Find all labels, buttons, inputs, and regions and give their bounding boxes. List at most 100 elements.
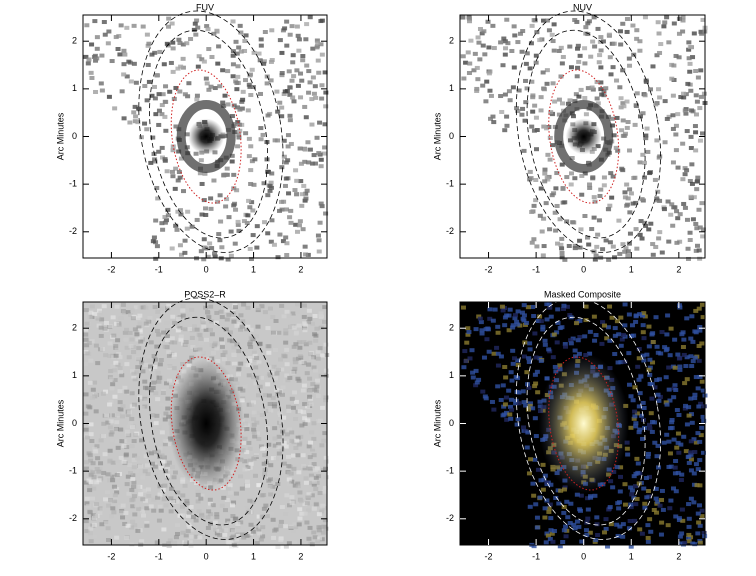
noise-pixel	[199, 181, 205, 186]
noise-pixel	[133, 80, 139, 85]
x-tick-label: 0	[581, 551, 586, 561]
noise-pixel	[258, 137, 264, 142]
noise-pixel	[635, 364, 641, 369]
noise-pixel	[631, 416, 637, 421]
noise-pixel	[475, 35, 481, 40]
noise-pixel	[686, 524, 692, 529]
noise-pixel	[300, 54, 306, 59]
noise-pixel	[305, 140, 311, 145]
noise-pixel	[465, 332, 471, 337]
noise-pixel	[183, 533, 189, 538]
noise-pixel	[207, 537, 213, 542]
noise-pixel	[129, 542, 135, 547]
noise-pixel	[532, 416, 538, 421]
noise-pixel	[523, 78, 529, 83]
noise-pixel	[507, 404, 513, 409]
noise-pixel	[320, 506, 326, 511]
noise-pixel	[323, 90, 329, 95]
noise-pixel	[575, 46, 581, 51]
noise-pixel	[607, 338, 613, 343]
noise-pixel	[249, 200, 255, 205]
noise-pixel	[628, 333, 634, 338]
image-panel	[83, 297, 330, 549]
noise-pixel	[187, 524, 193, 529]
noise-pixel	[135, 316, 141, 321]
noise-pixel	[618, 96, 624, 101]
x-tick-label: 1	[251, 551, 256, 561]
noise-pixel	[474, 88, 480, 93]
noise-pixel	[254, 541, 260, 546]
noise-pixel	[258, 537, 264, 542]
y-tick-label: -1	[69, 466, 77, 476]
noise-pixel	[231, 313, 237, 318]
noise-pixel	[116, 322, 122, 327]
noise-pixel	[557, 217, 563, 222]
noise-pixel	[301, 463, 307, 468]
noise-pixel	[120, 302, 126, 307]
noise-pixel	[114, 439, 120, 444]
noise-pixel	[564, 219, 570, 224]
noise-pixel	[479, 31, 485, 36]
noise-pixel	[680, 15, 686, 20]
noise-pixel	[622, 323, 628, 328]
noise-pixel	[686, 502, 692, 507]
noise-pixel	[610, 485, 616, 490]
noise-pixel	[111, 333, 117, 338]
noise-pixel	[224, 498, 230, 503]
noise-pixel	[277, 208, 283, 213]
noise-pixel	[509, 407, 515, 412]
noise-pixel	[226, 312, 232, 317]
noise-pixel	[301, 303, 307, 308]
panel-title: FUV	[196, 2, 214, 12]
noise-pixel	[96, 478, 102, 483]
noise-pixel	[104, 320, 110, 325]
noise-pixel	[311, 91, 317, 96]
noise-pixel	[91, 474, 97, 479]
noise-pixel	[638, 413, 644, 418]
noise-pixel	[270, 395, 276, 400]
noise-pixel	[175, 490, 181, 495]
noise-pixel	[309, 430, 315, 435]
noise-pixel	[690, 541, 696, 546]
noise-pixel	[642, 505, 648, 510]
noise-pixel	[538, 95, 544, 100]
noise-pixel	[172, 340, 178, 345]
noise-pixel	[122, 330, 128, 335]
noise-pixel	[244, 533, 250, 538]
noise-pixel	[159, 306, 165, 311]
noise-pixel	[255, 306, 261, 311]
noise-pixel	[540, 70, 546, 75]
noise-pixel	[112, 427, 118, 432]
noise-pixel	[521, 303, 527, 308]
noise-pixel	[542, 171, 548, 176]
noise-pixel	[164, 169, 170, 174]
noise-pixel	[265, 113, 271, 118]
noise-pixel	[190, 345, 196, 350]
noise-pixel	[307, 147, 313, 152]
noise-pixel	[691, 500, 697, 505]
noise-pixel	[656, 398, 662, 403]
noise-pixel	[194, 18, 200, 23]
noise-pixel	[154, 540, 160, 545]
noise-pixel	[281, 461, 287, 466]
noise-pixel	[102, 452, 108, 457]
noise-pixel	[544, 480, 550, 485]
noise-pixel	[236, 372, 242, 377]
noise-pixel	[175, 531, 181, 536]
noise-pixel	[575, 43, 581, 48]
noise-pixel	[632, 175, 638, 180]
noise-pixel	[223, 528, 229, 533]
noise-pixel	[259, 514, 265, 519]
noise-pixel	[224, 308, 230, 313]
noise-pixel	[246, 440, 252, 445]
noise-pixel	[640, 436, 646, 441]
noise-pixel	[697, 225, 703, 230]
noise-pixel	[552, 210, 558, 215]
noise-pixel	[655, 20, 661, 25]
noise-pixel	[235, 64, 241, 69]
noise-pixel	[311, 453, 317, 458]
noise-pixel	[128, 421, 134, 426]
noise-pixel	[243, 131, 249, 136]
noise-pixel	[160, 227, 166, 232]
noise-pixel	[645, 539, 651, 544]
